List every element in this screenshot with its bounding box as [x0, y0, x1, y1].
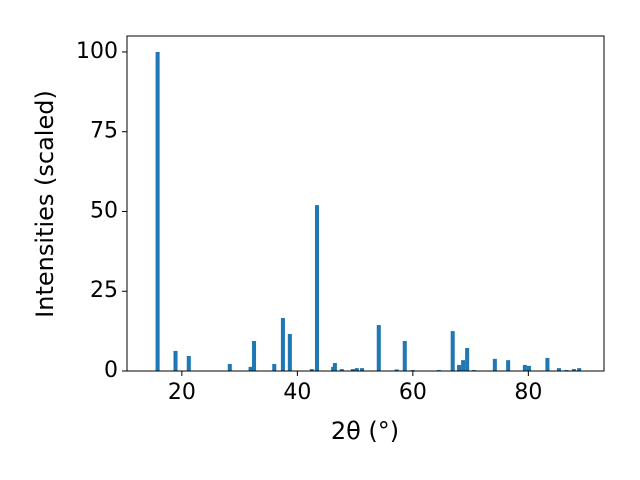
- bar: [227, 363, 232, 371]
- bar: [309, 369, 314, 371]
- bar: [556, 368, 561, 371]
- bar: [354, 368, 359, 371]
- bar: [522, 364, 527, 371]
- bar: [287, 333, 292, 371]
- bar: [350, 369, 355, 371]
- y-tick-label: 25: [90, 278, 118, 303]
- x-tick-label: 60: [399, 380, 427, 405]
- bar: [280, 318, 285, 371]
- bar: [465, 348, 470, 371]
- bar: [506, 360, 511, 371]
- bar: [402, 341, 407, 371]
- x-tick-label: 40: [283, 380, 311, 405]
- plot-frame: [126, 35, 605, 372]
- x-axis-label: 2θ (°): [331, 417, 399, 445]
- bar: [461, 360, 466, 371]
- bar: [492, 358, 497, 371]
- bar: [571, 369, 576, 371]
- bar: [545, 357, 550, 371]
- bar: [272, 363, 277, 371]
- bar: [360, 368, 365, 371]
- bar: [339, 369, 344, 371]
- bar: [376, 325, 381, 371]
- bar: [252, 341, 257, 371]
- bar: [332, 363, 337, 371]
- y-tick-label: 0: [104, 358, 118, 383]
- y-axis-label: Intensities (scaled): [31, 90, 59, 318]
- bar: [186, 356, 191, 371]
- bar: [577, 368, 582, 371]
- bar: [173, 350, 178, 371]
- bar: [450, 331, 455, 371]
- bar: [457, 364, 462, 371]
- bar: [314, 205, 320, 371]
- x-tick-label: 80: [514, 380, 542, 405]
- bar: [526, 365, 531, 371]
- bar: [248, 366, 253, 371]
- y-tick-label: 50: [90, 198, 118, 223]
- bar: [155, 51, 160, 371]
- bar: [394, 369, 399, 371]
- x-tick-label: 20: [168, 380, 196, 405]
- y-tick-label: 75: [90, 119, 118, 144]
- y-tick-label: 100: [76, 39, 118, 64]
